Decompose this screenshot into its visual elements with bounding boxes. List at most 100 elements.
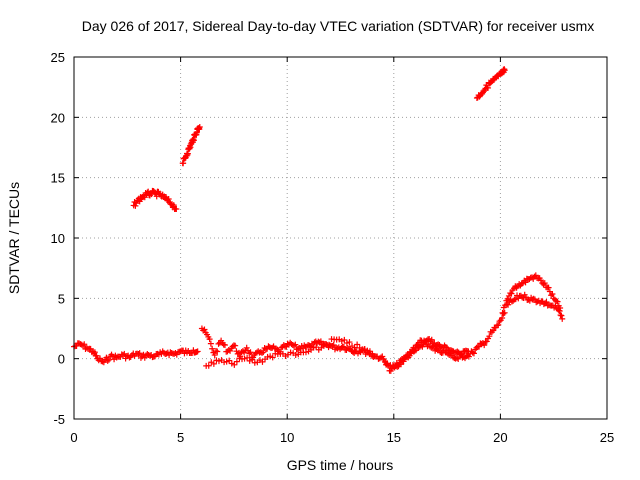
data-point (269, 354, 276, 361)
data-point (435, 345, 442, 352)
data-point (132, 202, 139, 209)
data-point (545, 284, 552, 291)
data-point (500, 310, 507, 317)
axis-ticks: 0 5 10 15 20 25 -5 0 5 10 15 20 25 (51, 50, 615, 445)
data-point (249, 356, 256, 363)
data-point (210, 360, 217, 367)
data-point (81, 341, 88, 348)
data-point (508, 290, 515, 297)
data-point (165, 195, 172, 202)
x-tick-label: 0 (70, 430, 77, 445)
data-point (505, 301, 512, 308)
x-tick-label: 15 (387, 430, 401, 445)
data-point (470, 350, 477, 357)
data-point (97, 355, 104, 362)
series-arc-evening-low (503, 291, 566, 322)
data-point (483, 338, 490, 345)
data-point (346, 339, 353, 346)
data-point (170, 202, 177, 209)
data-point (495, 321, 502, 328)
data-point (558, 312, 565, 319)
data-point (100, 359, 107, 366)
data-point (369, 350, 376, 357)
data-point (541, 280, 548, 287)
data-point (105, 356, 112, 363)
data-point (486, 333, 493, 340)
data-point (537, 277, 544, 284)
data-point (93, 352, 100, 359)
data-point (201, 326, 208, 333)
data-point (549, 290, 556, 297)
y-tick-label: 15 (51, 171, 65, 186)
data-point (554, 298, 561, 305)
data-point (522, 279, 529, 286)
data-point (469, 349, 476, 356)
data-point (207, 340, 214, 347)
series-arc-midday-low (203, 336, 376, 369)
y-axis-label: SDTVAR / TECUs (6, 182, 22, 294)
x-axis-label: GPS time / hours (287, 457, 394, 473)
y-tick-label: 5 (58, 291, 65, 306)
data-point (259, 349, 266, 356)
data-point (209, 345, 216, 352)
x-tick-label: 10 (280, 430, 294, 445)
plot-frame (73, 56, 608, 420)
data-point (214, 348, 221, 355)
data-point (231, 361, 238, 368)
data-point (391, 363, 398, 370)
data-point (291, 342, 298, 349)
data-point (396, 361, 403, 368)
y-tick-label: 10 (51, 231, 65, 246)
data-point (135, 351, 142, 358)
data-point (244, 354, 251, 361)
data-point (428, 336, 435, 343)
data-point (406, 352, 413, 359)
data-point (354, 341, 361, 348)
data-point (530, 295, 537, 302)
chart-title: Day 026 of 2017, Sidereal Day-to-day VTE… (82, 18, 595, 34)
data-point (260, 349, 267, 356)
series-arc-baseline (71, 340, 201, 366)
data-point (246, 350, 253, 357)
series-arc-morning-high (130, 187, 180, 213)
data-point (173, 206, 180, 213)
data-point (532, 272, 539, 279)
data-point (501, 67, 508, 74)
data-point (442, 344, 449, 351)
data-point (218, 337, 225, 344)
data-point (233, 358, 240, 365)
data-point (548, 292, 555, 299)
data-point (227, 347, 234, 354)
x-tick-label: 5 (177, 430, 184, 445)
series-arc-noon-high (179, 123, 203, 167)
y-tick-label: -5 (53, 412, 65, 427)
data-point (247, 349, 254, 356)
data-point (455, 355, 462, 362)
data-point (104, 357, 111, 364)
data-point (232, 342, 239, 349)
data-point (196, 123, 203, 130)
data-point (221, 342, 228, 349)
data-point (91, 349, 98, 356)
data-point (407, 349, 414, 356)
data-point (205, 362, 212, 369)
series-arc-afternoon-low (382, 339, 472, 372)
data-point (465, 353, 472, 360)
data-point (465, 348, 472, 355)
data-point (496, 318, 503, 325)
series-arc-afternoon (386, 309, 508, 374)
data-point (379, 353, 386, 360)
data-point (136, 350, 143, 357)
data-point (504, 295, 511, 302)
data-point (206, 336, 213, 343)
data-point (540, 281, 547, 288)
data-point (211, 352, 218, 359)
data-point (341, 336, 348, 343)
y-tick-label: 0 (58, 352, 65, 367)
data-point (425, 340, 432, 347)
data-point (243, 344, 250, 351)
data-point (395, 361, 402, 368)
data-point (499, 309, 506, 316)
y-tick-label: 20 (51, 110, 65, 125)
